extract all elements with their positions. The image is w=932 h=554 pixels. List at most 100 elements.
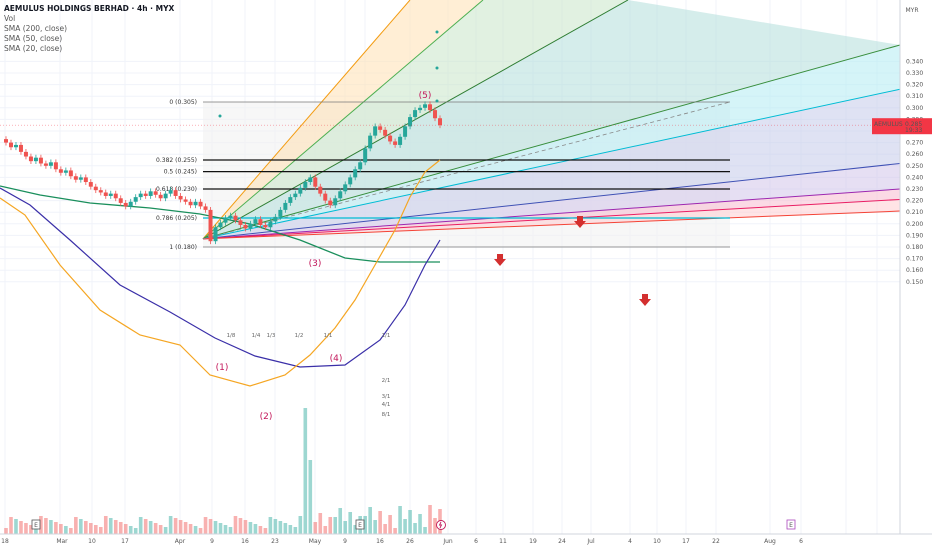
candle	[173, 190, 178, 196]
volume-bar	[84, 521, 88, 534]
wave-label: (3)	[309, 259, 322, 269]
price-tick: 0.300	[906, 105, 923, 112]
price-badge-symbol[interactable]	[872, 118, 900, 135]
candle	[108, 193, 113, 196]
price-tick: 0.310	[906, 93, 923, 100]
volume-bar	[263, 528, 268, 534]
price-badge[interactable]	[900, 118, 932, 135]
volume-bar	[29, 525, 33, 534]
chart-legend: AEMULUS HOLDINGS BERHAD · 4h · MYX Vol S…	[4, 4, 174, 54]
volume-bar	[138, 517, 143, 534]
candle	[53, 162, 58, 170]
fib-level-label: 0.382 (0.255)	[156, 157, 197, 164]
time-tick: Apr	[175, 538, 186, 545]
volume-bar	[19, 521, 23, 534]
volume-bar	[278, 521, 283, 534]
candle	[313, 177, 318, 187]
candle	[398, 136, 403, 145]
candle	[178, 195, 183, 200]
volume-bar	[383, 524, 387, 534]
earnings-box[interactable]	[31, 519, 41, 530]
indicator-sma200[interactable]: SMA (200, close)	[4, 24, 67, 33]
indicator-sma20[interactable]: SMA (20, close)	[4, 44, 63, 53]
earnings-box[interactable]	[786, 519, 796, 530]
down-arrow-marker	[574, 216, 586, 228]
volume-bar	[238, 518, 243, 534]
fan-ratio-label: 8/1	[382, 412, 391, 418]
fib-level-label: 0.786 (0.205)	[156, 215, 197, 222]
candle	[43, 163, 48, 166]
signal-dot	[218, 114, 222, 118]
candle	[403, 126, 408, 137]
signal-dot	[435, 66, 439, 70]
volume-bar	[213, 521, 218, 534]
price-tick: 0.220	[906, 198, 923, 205]
volume-bar	[388, 515, 392, 534]
candle	[33, 157, 38, 162]
candle	[68, 170, 73, 177]
earnings-marker[interactable]: E	[786, 519, 796, 530]
price-tick: 0.180	[906, 244, 923, 251]
earnings-marker[interactable]: E	[355, 519, 365, 530]
fan-ratio-label: 1/1	[382, 333, 391, 339]
volume-bar	[74, 517, 78, 534]
candle	[183, 199, 188, 202]
volume-bar	[143, 519, 148, 534]
fan-ratio-label: 1/2	[295, 333, 304, 339]
volume-bar	[338, 508, 343, 534]
volume-bar	[378, 511, 382, 534]
candle	[438, 118, 442, 126]
candle	[193, 201, 198, 206]
candle	[83, 177, 88, 183]
time-tick: 16	[241, 538, 249, 545]
candle	[268, 221, 273, 228]
volume-bar	[218, 523, 223, 534]
candle	[423, 104, 428, 108]
price-tick: 0.270	[906, 140, 923, 147]
volume-bar	[158, 525, 163, 534]
price-tick: 0.320	[906, 82, 923, 89]
candle	[218, 222, 223, 228]
signal-dot	[435, 30, 439, 34]
candle	[198, 201, 203, 207]
candle	[368, 135, 373, 149]
fib-level-label: 1 (0.180)	[169, 244, 197, 251]
candle	[78, 177, 83, 180]
volume-bar	[423, 527, 427, 534]
time-tick: 16	[376, 538, 384, 545]
candle	[113, 193, 118, 199]
candle	[293, 193, 298, 198]
indicator-sma50[interactable]: SMA (50, close)	[4, 34, 63, 43]
volume-bar	[353, 525, 357, 534]
indicator-vol[interactable]: Vol	[4, 14, 16, 23]
currency-label: MYR	[905, 7, 918, 14]
fan-ratio-label: 2/1	[382, 378, 391, 384]
fan-line-1-4	[202, 0, 484, 240]
time-tick: Jun	[442, 538, 453, 545]
candle	[418, 107, 423, 111]
down-arrow-marker	[639, 294, 651, 306]
candle	[388, 135, 393, 142]
fan-line-1-2	[202, 44, 901, 240]
price-badge-symbol-text: AEMULUS	[874, 121, 903, 128]
volume-bar	[243, 520, 248, 534]
time-tick: 11	[499, 538, 507, 545]
earnings-box[interactable]	[355, 519, 365, 530]
volume-bar	[89, 523, 93, 534]
signal-dot	[435, 99, 439, 103]
earnings-marker[interactable]: E	[31, 519, 41, 530]
volume-bar	[273, 519, 278, 534]
volume-bar	[298, 516, 303, 534]
fib-level-label: 0 (0.305)	[169, 99, 197, 106]
time-tick: 10	[88, 538, 96, 545]
candle	[303, 182, 308, 188]
volume-bar	[348, 512, 353, 534]
candle	[378, 126, 383, 130]
volume-bar	[93, 525, 98, 534]
volume-bar	[148, 521, 153, 534]
volume-bar	[368, 507, 372, 534]
fan-ratio-label: 4/1	[382, 402, 391, 408]
fan-zone	[203, 0, 900, 239]
